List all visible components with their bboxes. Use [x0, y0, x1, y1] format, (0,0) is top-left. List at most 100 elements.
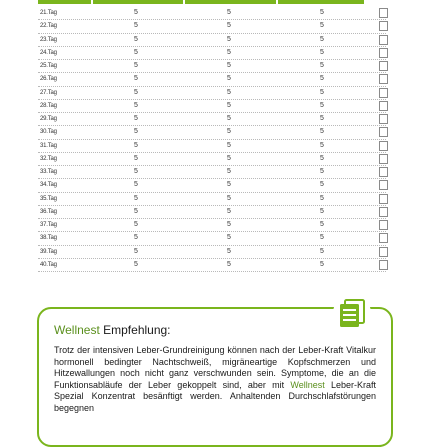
day-label: 28.Tag — [40, 102, 57, 109]
header-divider — [183, 0, 185, 4]
checkbox[interactable] — [379, 127, 388, 138]
table-row: 32.Tag 5 5 5 — [38, 153, 388, 166]
day-label: 22.Tag — [40, 23, 57, 30]
value-cell: 5 — [134, 247, 138, 255]
value-cell: 5 — [134, 181, 138, 189]
value-cell: 5 — [134, 101, 138, 109]
day-label: 35.Tag — [40, 195, 57, 202]
checkbox[interactable] — [379, 8, 388, 18]
value-cell: 5 — [320, 181, 324, 189]
value-cell: 5 — [227, 194, 231, 202]
table-row: 33.Tag 5 5 5 — [38, 166, 388, 180]
table-row: 28.Tag 5 5 5 — [38, 100, 388, 113]
value-cell: 5 — [134, 168, 138, 175]
value-cell: 5 — [320, 194, 324, 202]
day-label: 40.Tag — [40, 261, 57, 268]
document-list-icon — [333, 294, 371, 332]
checkbox[interactable] — [379, 114, 388, 124]
value-cell: 5 — [320, 9, 324, 16]
table-row: 38.Tag 5 5 5 — [38, 232, 388, 246]
day-label: 27.Tag — [40, 89, 57, 96]
value-cell: 5 — [227, 154, 231, 162]
text-part-1: Trotz der intensiven Leber-Grundreinigun… — [54, 345, 376, 390]
day-label: 38.Tag — [40, 235, 57, 242]
value-cell: 5 — [134, 75, 138, 83]
day-label: 25.Tag — [40, 63, 57, 69]
value-cell: 5 — [320, 141, 324, 149]
value-cell: 5 — [227, 168, 231, 175]
value-cell: 5 — [320, 88, 324, 96]
value-cell: 5 — [227, 115, 231, 122]
value-cell: 5 — [134, 48, 138, 56]
table-row: 31.Tag 5 5 5 — [38, 140, 388, 153]
day-label: 21.Tag — [40, 10, 57, 16]
value-cell: 5 — [227, 62, 231, 69]
value-cell: 5 — [320, 168, 324, 175]
text-part-2: Leber-Kraft Spezial Konzentrat besänftig… — [54, 379, 376, 413]
checkbox[interactable] — [379, 87, 388, 98]
checkbox[interactable] — [379, 34, 388, 45]
checkbox[interactable] — [379, 259, 388, 270]
checkbox[interactable] — [379, 100, 388, 111]
table-row: 25.Tag 5 5 5 — [38, 60, 388, 74]
day-label: 26.Tag — [40, 76, 57, 83]
value-cell: 5 — [227, 75, 231, 83]
value-cell: 5 — [320, 128, 324, 136]
title-suffix: Empfehlung: — [99, 323, 171, 337]
value-cell: 5 — [320, 154, 324, 162]
value-cell: 5 — [134, 62, 138, 69]
value-cell: 5 — [227, 35, 231, 43]
checkbox[interactable] — [379, 153, 388, 164]
value-cell: 5 — [227, 9, 231, 16]
value-cell: 5 — [320, 207, 324, 215]
recommendation-title: Wellnest Empfehlung: — [54, 323, 171, 337]
table-row: 23.Tag 5 5 5 — [38, 34, 388, 47]
table-row: 27.Tag 5 5 5 — [38, 87, 388, 100]
table-row: 40.Tag 5 5 5 — [38, 259, 388, 272]
checkbox[interactable] — [379, 61, 388, 71]
checkbox[interactable] — [379, 246, 388, 257]
recommendation-box — [37, 307, 393, 447]
value-cell: 5 — [227, 181, 231, 189]
value-cell: 5 — [320, 22, 324, 30]
table-header-bar — [38, 0, 364, 4]
value-cell: 5 — [134, 207, 138, 215]
checkbox[interactable] — [379, 180, 388, 191]
checkbox[interactable] — [379, 206, 388, 217]
value-cell: 5 — [134, 88, 138, 96]
table-row: 35.Tag 5 5 5 — [38, 193, 388, 206]
value-cell: 5 — [227, 247, 231, 255]
checkbox[interactable] — [379, 233, 388, 244]
checkbox[interactable] — [379, 140, 388, 151]
checkbox[interactable] — [379, 74, 388, 85]
value-cell: 5 — [227, 141, 231, 149]
checkbox[interactable] — [379, 220, 388, 230]
table-row: 30.Tag 5 5 5 — [38, 126, 388, 140]
day-label: 33.Tag — [40, 169, 57, 175]
checkbox[interactable] — [379, 193, 388, 204]
day-label: 37.Tag — [40, 222, 57, 228]
table-row: 29.Tag 5 5 5 — [38, 113, 388, 127]
table-row: 26.Tag 5 5 5 — [38, 73, 388, 87]
value-cell: 5 — [320, 260, 324, 268]
value-cell: 5 — [320, 75, 324, 83]
value-cell: 5 — [320, 35, 324, 43]
table-row: 37.Tag 5 5 5 — [38, 219, 388, 233]
day-label: 39.Tag — [40, 248, 57, 255]
day-label: 32.Tag — [40, 155, 57, 162]
checkbox[interactable] — [379, 47, 388, 58]
value-cell: 5 — [134, 194, 138, 202]
value-cell: 5 — [227, 234, 231, 242]
value-cell: 5 — [134, 115, 138, 122]
value-cell: 5 — [320, 247, 324, 255]
value-cell: 5 — [134, 141, 138, 149]
value-cell: 5 — [227, 22, 231, 30]
value-cell: 5 — [227, 48, 231, 56]
table-row: 24.Tag 5 5 5 — [38, 47, 388, 60]
day-table: 21.Tag 5 5 5 22.Tag 5 5 5 23.Tag 5 5 5 24.Tag 5 5 5 25.T… — [38, 7, 388, 272]
checkbox[interactable] — [379, 21, 388, 32]
value-cell: 5 — [227, 128, 231, 136]
day-label: 36.Tag — [40, 208, 57, 215]
checkbox[interactable] — [379, 167, 388, 177]
value-cell: 5 — [134, 9, 138, 16]
